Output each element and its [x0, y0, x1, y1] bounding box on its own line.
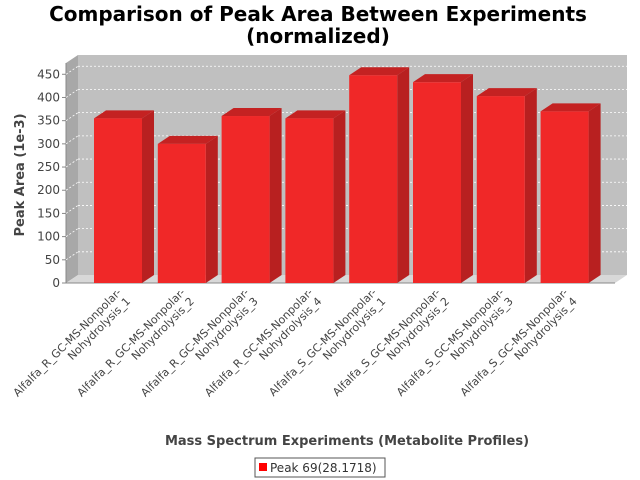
y-tick-label: 400: [37, 90, 60, 104]
gridline-diagonal: [65, 65, 79, 75]
bar-top: [349, 67, 410, 76]
bar: [157, 135, 218, 283]
bar-top: [413, 74, 473, 83]
gridline-diagonal: [65, 89, 79, 98]
x-axis-label: Mass Spectrum Experiments (Metabolite Pr…: [165, 434, 529, 449]
y-tick-label: 450: [37, 67, 60, 81]
bar-side: [333, 110, 346, 283]
bar: [349, 67, 410, 283]
bar: [476, 88, 537, 283]
bar-side: [588, 103, 601, 283]
legend-box: [254, 457, 386, 478]
y-tick-label: 250: [37, 160, 60, 174]
bar-top: [221, 108, 282, 117]
bar-front: [94, 118, 142, 283]
bar: [413, 74, 473, 283]
bar-side: [397, 67, 410, 283]
bar-top: [94, 110, 154, 119]
bar: [94, 110, 154, 283]
y-tick-label: 200: [37, 183, 60, 197]
bar-front: [157, 143, 206, 283]
bar-top: [540, 103, 601, 112]
legend-label: Peak 69(28.1718): [270, 461, 377, 475]
bar-front: [285, 118, 334, 283]
legend: Peak 69(28.1718): [254, 457, 386, 478]
bar-front: [476, 96, 525, 283]
x-category-label: Alfalfa_R_GC-MS-Nonpolar-Nohydrolysis_3: [138, 286, 260, 408]
y-tick-label: 300: [37, 137, 60, 151]
gridline-diagonal: [65, 251, 79, 261]
y-tick-label: 0: [52, 276, 60, 290]
bar-front: [413, 82, 461, 283]
y-axis-label: Peak Area (1e-3): [13, 113, 28, 236]
x-category-label-line: Alfalfa_R_GC-MS-Nonpolar-: [11, 286, 124, 399]
bar-front: [349, 75, 398, 283]
bar-top: [157, 135, 218, 144]
y-tick-label: 100: [37, 230, 60, 244]
bar-side: [269, 108, 282, 284]
bar-side: [142, 110, 154, 283]
x-category-label: Alfalfa_R_GC-MS-Nonpolar-Nohydrolysis_4: [202, 286, 324, 408]
bar-top: [285, 110, 346, 119]
bar-front: [540, 111, 589, 283]
x-axis-categories: Alfalfa_R_GC-MS-Nonpolar-Nohydrolysis_1A…: [11, 286, 580, 408]
y-axis-ticks: 0 50 100 150 200 250 300 350 400 450: [37, 67, 66, 290]
bar-side: [461, 74, 473, 283]
x-category-label: Alfalfa_S_GC-MS-Nonpolar-Nohydrolysis_1: [266, 286, 388, 408]
bar-side: [524, 88, 537, 283]
x-category-label: Alfalfa_S_GC-MS-Nonpolar-Nohydrolysis_2: [330, 286, 452, 408]
bar: [540, 103, 601, 283]
plot-left-wall: [66, 55, 78, 283]
bar-front: [221, 116, 270, 284]
bars: [94, 67, 601, 284]
gridline-diagonal: [65, 112, 79, 121]
y-tick-label: 350: [37, 114, 60, 128]
legend-swatch: [259, 463, 267, 471]
chart-title-line2: (normalized): [246, 24, 390, 48]
gridline-diagonal: [65, 205, 79, 214]
bar-side: [205, 135, 218, 283]
x-category-label: Alfalfa_S_GC-MS-Nonpolar-Nohydrolysis_4: [458, 286, 580, 408]
y-tick-label: 50: [45, 253, 60, 267]
gridline-diagonal: [65, 135, 79, 145]
bar: [285, 110, 346, 283]
gridline-diagonal: [65, 158, 79, 168]
chart-title-line1: Comparison of Peak Area Between Experime…: [49, 2, 587, 26]
bar-top: [476, 88, 537, 97]
y-tick-label: 150: [37, 206, 60, 220]
gridline-diagonal: [65, 181, 79, 191]
x-category-label: Alfalfa_S_GC-MS-Nonpolar-Nohydrolysis_3: [394, 286, 516, 408]
x-category-label: Alfalfa_R_GC-MS-Nonpolar-Nohydrolysis_1: [11, 286, 133, 408]
x-category-label: Alfalfa_R_GC-MS-Nonpolar-Nohydrolysis_2: [75, 286, 197, 408]
gridline-diagonal: [65, 228, 79, 237]
bar: [221, 108, 282, 284]
